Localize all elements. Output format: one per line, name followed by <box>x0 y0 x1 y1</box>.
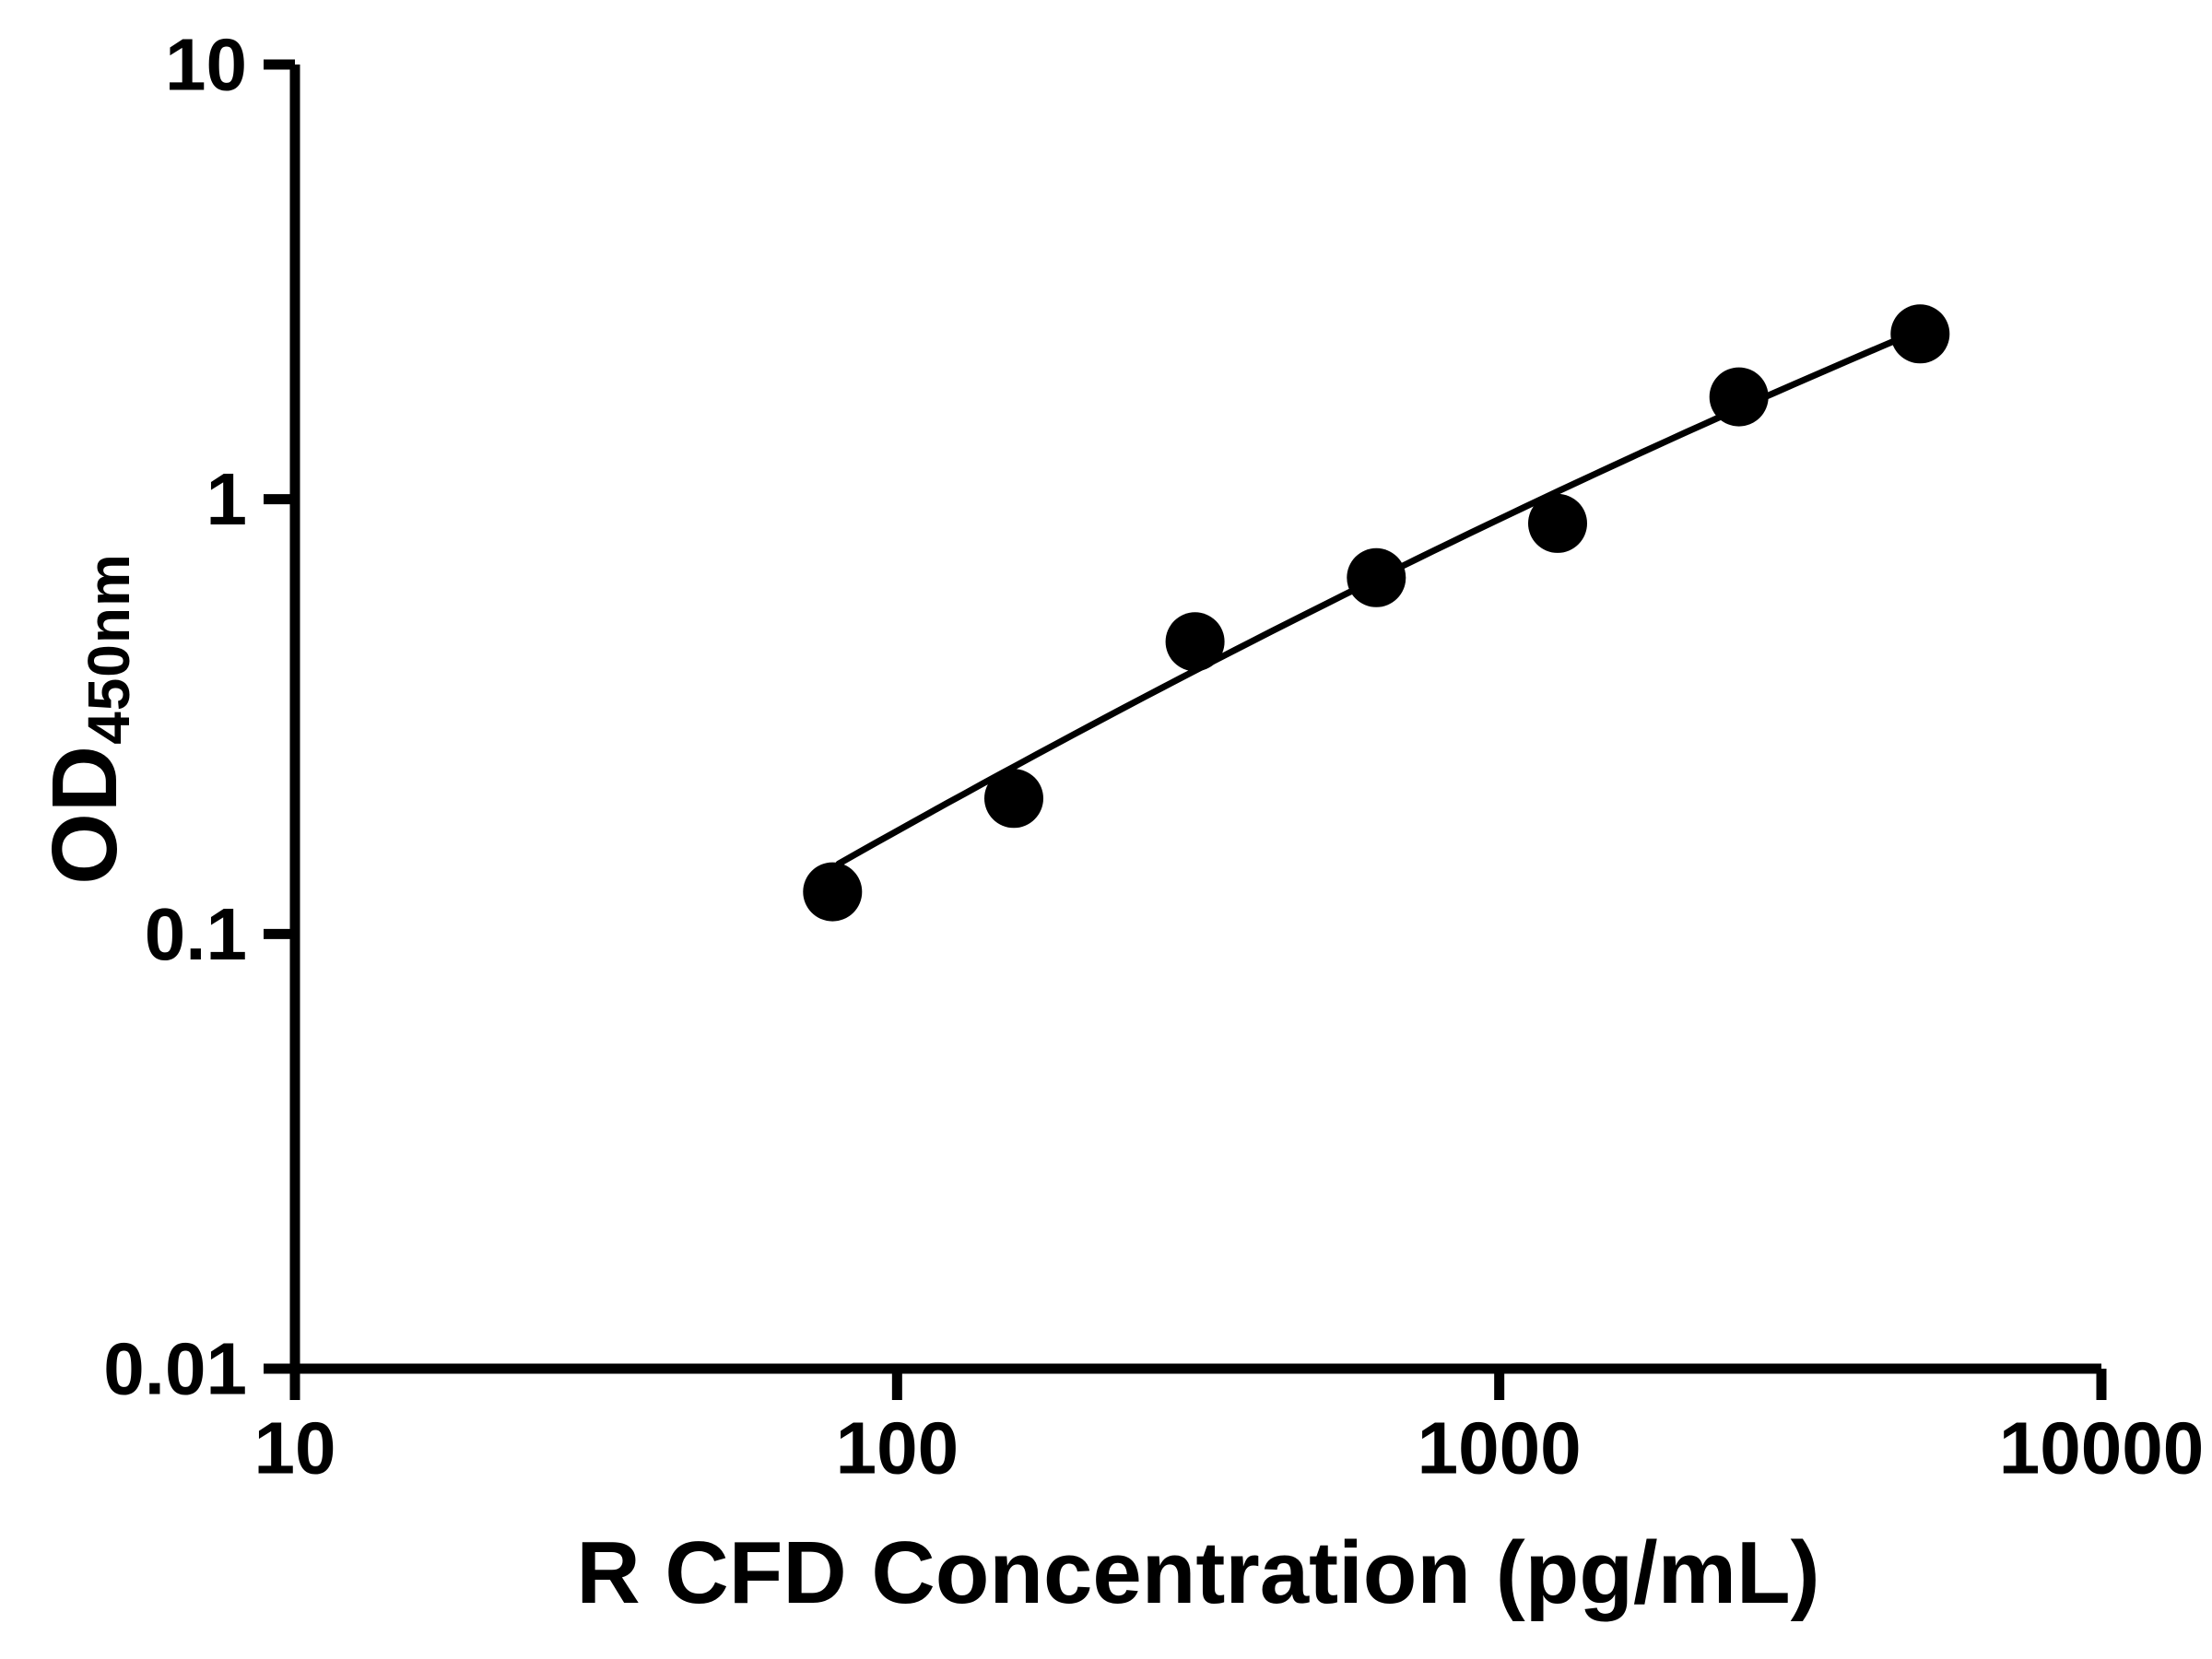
x-tick-label: 10 <box>254 1407 336 1489</box>
data-point <box>803 862 863 922</box>
data-point <box>1890 304 1950 364</box>
x-tick-label: 1000 <box>1418 1407 1582 1489</box>
y-axis-title: OD450nm <box>32 553 143 885</box>
y-tick-label: 1 <box>206 458 248 540</box>
y-tick-label: 10 <box>165 24 247 106</box>
data-point <box>1528 493 1587 553</box>
y-axis-title-subscript: 450nm <box>76 553 143 745</box>
x-axis-title: R CFD Concentration (pg/mL) <box>576 1524 1820 1622</box>
x-tick-label: 10000 <box>1999 1407 2204 1489</box>
y-axis-title-main: OD <box>32 744 136 885</box>
data-point <box>984 769 1043 829</box>
axis-spines <box>289 65 2101 1374</box>
data-point <box>1347 547 1406 607</box>
y-tick-label: 0.1 <box>145 893 247 975</box>
x-tick-label: 100 <box>836 1407 959 1489</box>
y-tick-label: 0.01 <box>103 1328 247 1410</box>
data-point <box>1709 367 1769 427</box>
data-point <box>1165 612 1225 672</box>
